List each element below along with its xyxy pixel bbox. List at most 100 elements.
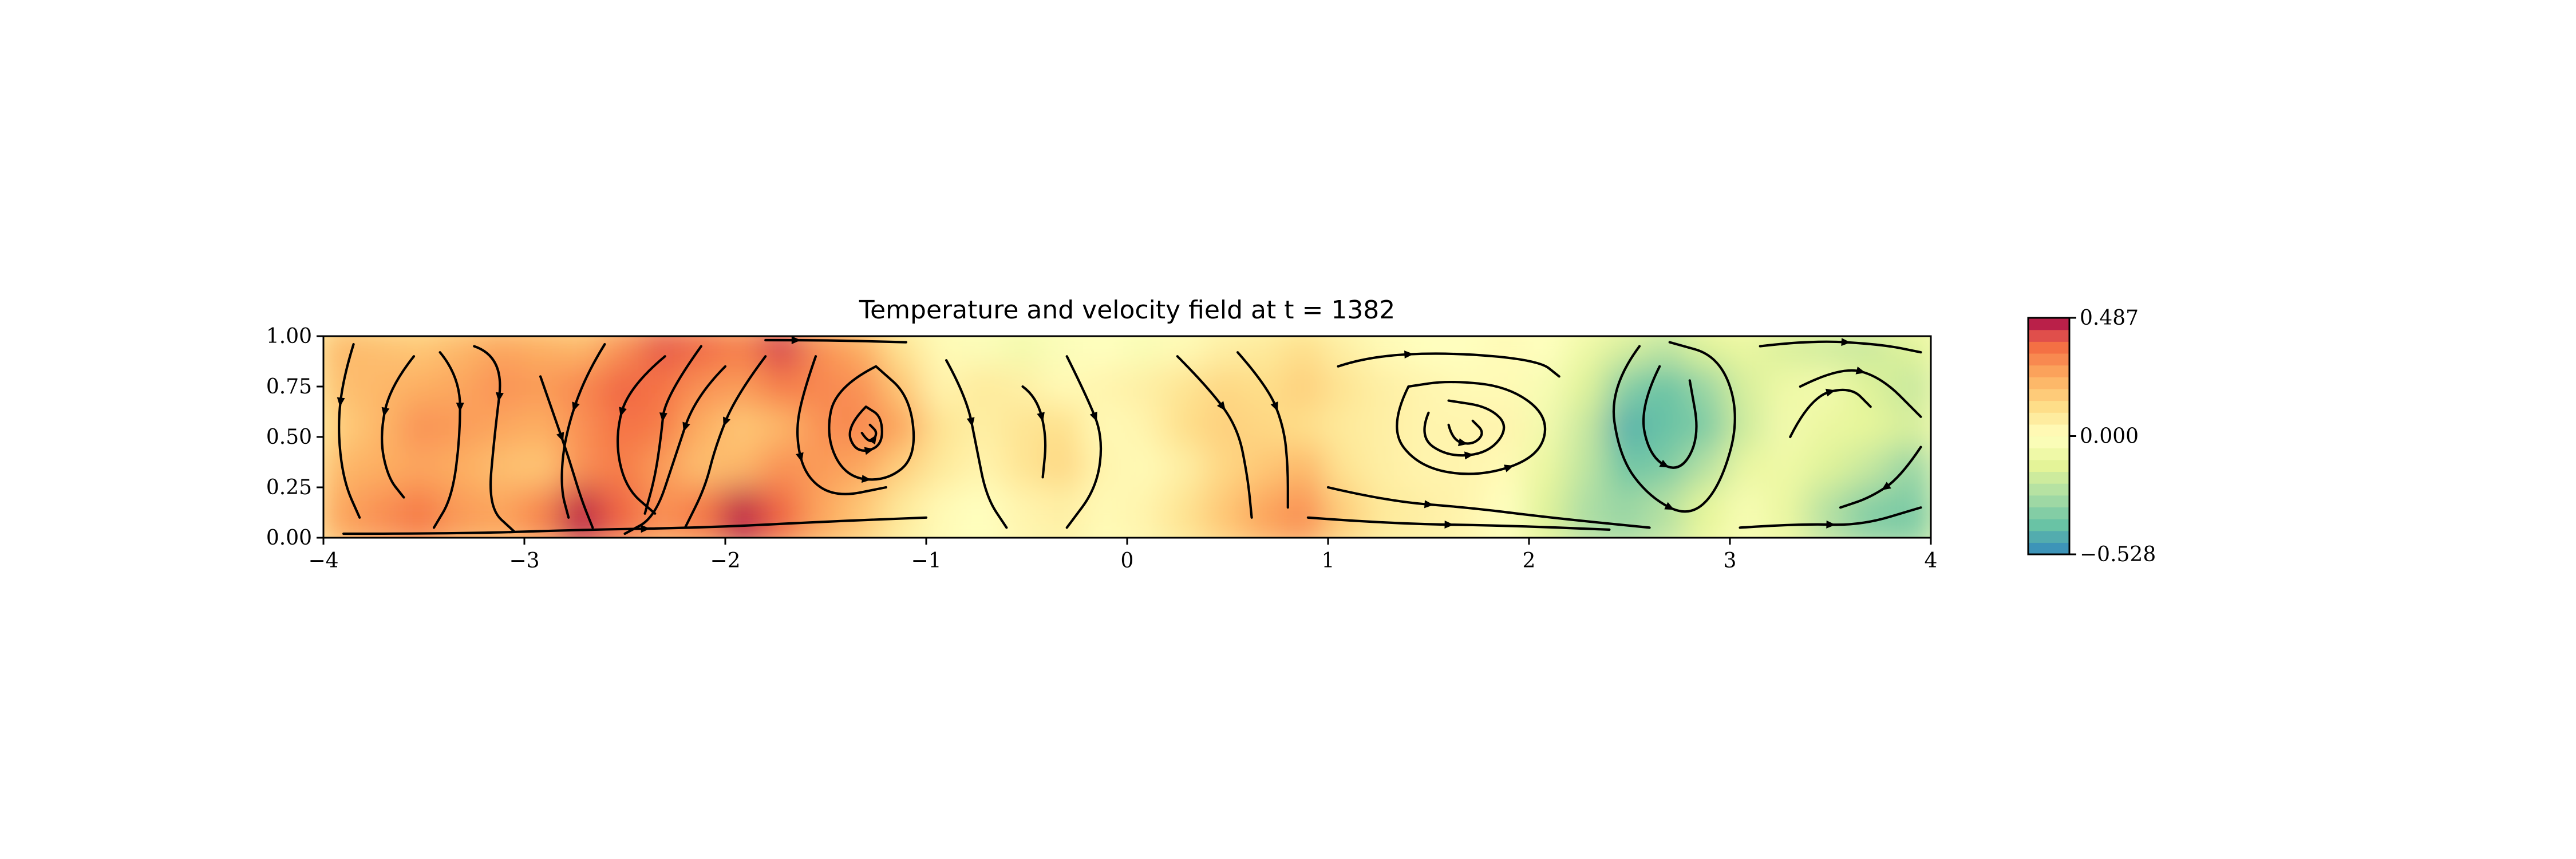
streamline-arrow <box>1270 401 1278 412</box>
temperature-cell <box>1123 487 1172 538</box>
streamline-arrow <box>659 412 667 422</box>
colorbar-step <box>2028 365 2069 377</box>
x-tick-label: 1 <box>1322 549 1335 573</box>
streamline <box>616 355 666 515</box>
colorbar-step <box>2028 341 2069 354</box>
temperature-cell <box>841 487 890 538</box>
streamline <box>1236 351 1289 509</box>
streamline-arrow <box>796 452 804 462</box>
streamline <box>1612 341 1736 513</box>
streamline-arrow <box>1037 412 1045 422</box>
streamline <box>432 351 461 529</box>
colorbar-step <box>2028 542 2069 555</box>
streamline-arrow <box>496 392 504 402</box>
y-tick-label: 0.00 <box>266 526 312 550</box>
temperature-cell <box>922 487 971 538</box>
streamline <box>539 375 594 529</box>
x-tick-label: 3 <box>1724 549 1737 573</box>
x-tick-label: −1 <box>911 549 941 573</box>
colorbar-step <box>2028 448 2069 460</box>
streamline-arrow <box>864 447 874 455</box>
streamline-arrow <box>791 336 801 344</box>
y-tick-label: 0.25 <box>266 476 312 499</box>
colorbar-step <box>2028 329 2069 342</box>
streamline <box>945 359 1008 529</box>
temperature-cells <box>323 336 1931 538</box>
temperature-cell <box>1042 487 1091 538</box>
x-tick-label: −4 <box>308 549 338 573</box>
plot-area <box>322 335 1932 539</box>
streamline-arrow <box>723 416 731 427</box>
streamline <box>1423 399 1506 457</box>
streamline <box>338 343 361 519</box>
temperature-cell <box>721 487 770 538</box>
colorbar-step <box>2028 377 2069 389</box>
y-tick-label: 0.75 <box>266 375 312 399</box>
streamline <box>764 338 907 344</box>
streamline-arrow <box>641 525 650 533</box>
streamline-arrow <box>1089 411 1097 422</box>
streamline-arrow <box>1457 438 1468 447</box>
x-axis: −4 −3 −2 −1 0 1 2 3 4 <box>308 538 1937 573</box>
temperature-cell <box>1404 487 1453 538</box>
velocity-streamlines <box>337 336 1922 535</box>
x-tick-label: 0 <box>1121 549 1134 573</box>
x-tick-label: −2 <box>710 549 740 573</box>
streamline <box>1176 355 1253 519</box>
y-tick-label: 0.50 <box>266 425 312 449</box>
streamline-arrow <box>1216 401 1226 411</box>
streamline-arrow <box>381 407 390 417</box>
streamline <box>381 355 416 499</box>
streamline-arrow <box>1855 367 1866 375</box>
temperature-cell <box>1806 487 1855 538</box>
streamline-arrow <box>1404 350 1414 359</box>
chart-title: Temperature and velocity field at t = 13… <box>859 295 1396 325</box>
x-tick-label: 2 <box>1523 549 1536 573</box>
colorbar-step <box>2028 318 2069 330</box>
streamline-arrow <box>1826 388 1836 397</box>
streamline <box>643 345 702 515</box>
streamline-arrow <box>1826 520 1836 529</box>
streamline <box>1337 352 1560 378</box>
streamline <box>1326 486 1651 529</box>
streamline-arrow <box>556 432 564 442</box>
temperature-field <box>323 336 1931 538</box>
colorbar-step <box>2028 424 2069 437</box>
colorbar-step <box>2028 400 2069 413</box>
colorbar-step <box>2028 507 2069 519</box>
streamline <box>623 365 727 535</box>
streamline-arrow <box>619 407 627 417</box>
colorbar-ticks: 0.487 0.000 −0.528 <box>2069 306 2156 566</box>
streamline-arrow <box>572 401 580 412</box>
streamline-arrow <box>1504 464 1514 472</box>
streamline-arrow <box>1424 500 1434 509</box>
streamline-arrow <box>1881 482 1891 491</box>
colorbar-step <box>2028 459 2069 472</box>
colorbar-step <box>2028 353 2069 366</box>
streamline-arrow <box>862 475 871 483</box>
colorbar-steps <box>2028 318 2069 555</box>
streamline-arrow <box>1841 338 1851 346</box>
x-tick-label: −3 <box>509 549 539 573</box>
colorbar-step <box>2028 388 2069 401</box>
temperature-cell <box>1203 487 1252 538</box>
colorbar: 0.487 0.000 −0.528 <box>2027 306 2156 566</box>
streamline <box>1396 380 1547 475</box>
temperature-cell <box>1886 487 1931 538</box>
colorbar-step <box>2028 412 2069 425</box>
streamline-arrow <box>1664 502 1674 510</box>
colorbar-step <box>2028 530 2069 543</box>
streamline <box>560 343 606 519</box>
colorbar-step <box>2028 436 2069 448</box>
streamline <box>1447 419 1483 445</box>
streamline-arrow <box>1444 520 1454 529</box>
temperature-cell <box>1605 487 1654 538</box>
colorbar-tick-label: 0.000 <box>2080 425 2139 448</box>
streamline-arrow <box>868 435 877 445</box>
streamline-arrow <box>456 403 464 412</box>
streamline <box>342 516 928 535</box>
colorbar-tick-label: −0.528 <box>2080 543 2156 566</box>
y-tick-label: 1.00 <box>266 325 312 348</box>
streamline-arrow <box>966 417 975 427</box>
